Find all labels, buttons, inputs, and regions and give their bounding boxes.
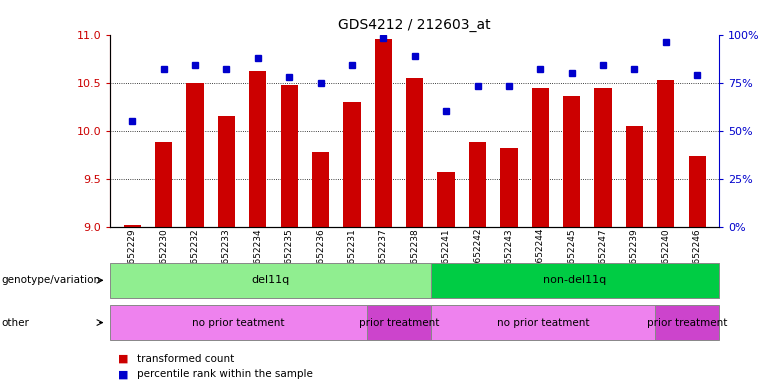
Bar [374,40,392,227]
Bar [249,71,266,227]
Bar [689,156,705,227]
Bar [312,152,330,227]
Text: percentile rank within the sample: percentile rank within the sample [137,369,313,379]
Text: transformed count: transformed count [137,354,234,364]
Bar [218,116,235,227]
Bar [124,225,141,227]
Text: prior treatment: prior treatment [358,318,439,328]
Bar [469,142,486,227]
Text: other: other [2,318,30,328]
Bar [406,78,423,227]
Text: ■: ■ [118,369,129,379]
Text: no prior teatment: no prior teatment [193,318,285,328]
Text: del11q: del11q [251,275,290,285]
Bar [658,80,674,227]
Text: genotype/variation: genotype/variation [2,275,100,285]
Title: GDS4212 / 212603_at: GDS4212 / 212603_at [339,18,491,32]
Bar [438,172,455,227]
Bar [155,142,172,227]
Bar [343,102,361,227]
Text: non-del11q: non-del11q [543,275,607,285]
Text: ■: ■ [118,354,129,364]
Bar [186,83,204,227]
Bar [594,88,612,227]
Bar [500,148,517,227]
Bar [626,126,643,227]
Bar [281,85,298,227]
Bar [563,96,581,227]
Text: no prior teatment: no prior teatment [497,318,589,328]
Text: prior treatment: prior treatment [647,318,728,328]
Bar [532,88,549,227]
